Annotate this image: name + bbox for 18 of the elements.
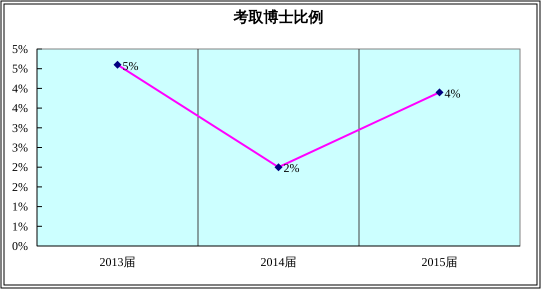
y-tick-label: 4% [12, 101, 28, 116]
x-tick-label: 2013届 [100, 255, 136, 269]
y-tick-label: 3% [12, 120, 28, 135]
y-tick-label: 1% [12, 219, 28, 234]
y-tick-label: 3% [12, 140, 28, 154]
y-tick-label: 1% [12, 200, 28, 214]
data-label: 4% [444, 86, 460, 100]
x-tick-label: 2014届 [260, 255, 296, 269]
y-tick-label: 2% [12, 180, 28, 194]
y-tick-label: 0% [12, 239, 28, 253]
chart-title: 考取博士比例 [232, 9, 324, 26]
y-tick-label: 2% [12, 160, 28, 174]
y-tick-label: 4% [12, 81, 28, 96]
y-tick-label: 5% [12, 62, 28, 76]
x-tick-label: 2015届 [422, 255, 458, 269]
y-tick-label: 5% [12, 42, 28, 56]
data-label: 2% [284, 161, 300, 176]
data-label: 5% [122, 58, 138, 73]
